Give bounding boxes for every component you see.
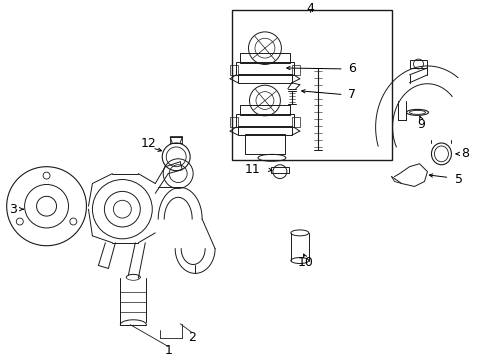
Text: 6: 6: [348, 62, 356, 75]
Bar: [236, 114, 294, 127]
Bar: [271, 167, 289, 173]
Text: 12: 12: [141, 138, 156, 150]
Bar: [238, 74, 292, 83]
Text: 5: 5: [455, 173, 464, 186]
Text: 4: 4: [306, 2, 314, 15]
Bar: [410, 60, 427, 68]
Bar: [240, 105, 290, 115]
Bar: [292, 65, 300, 75]
Text: 9: 9: [417, 118, 425, 131]
Text: 11: 11: [244, 163, 260, 176]
Text: 1: 1: [164, 344, 172, 357]
Bar: [245, 134, 285, 154]
Bar: [230, 117, 238, 127]
Bar: [170, 136, 182, 143]
Bar: [230, 65, 238, 75]
Bar: [240, 53, 290, 63]
Bar: [238, 126, 292, 135]
Text: 10: 10: [298, 256, 314, 269]
Bar: [232, 10, 392, 160]
Text: 3: 3: [9, 203, 17, 216]
Text: 8: 8: [462, 147, 469, 160]
Text: 7: 7: [348, 88, 356, 101]
Bar: [292, 117, 300, 127]
Bar: [236, 62, 294, 75]
Text: 2: 2: [188, 331, 196, 344]
